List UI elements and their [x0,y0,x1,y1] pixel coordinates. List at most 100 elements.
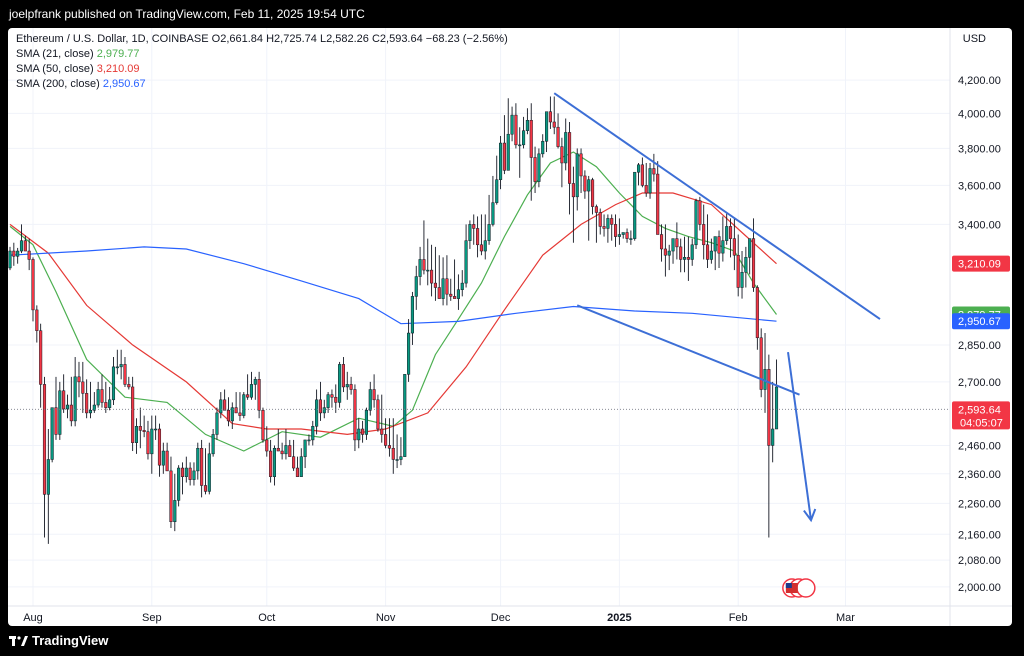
candle-body[interactable] [230,407,234,422]
candle-body[interactable] [50,407,54,460]
candle-body[interactable] [659,234,664,250]
candle-body[interactable] [663,248,667,256]
candle-body[interactable] [702,224,706,246]
candle-body[interactable] [88,410,93,414]
candle-body[interactable] [364,410,368,435]
candle-body[interactable] [376,399,380,430]
candle-body[interactable] [682,257,687,260]
candle-body[interactable] [39,330,43,385]
candle-body[interactable] [246,394,250,398]
candle-body[interactable] [694,200,698,246]
candle-body[interactable] [679,246,683,260]
candle-body[interactable] [77,376,81,383]
candle-body[interactable] [31,259,35,311]
candle-body[interactable] [522,130,526,146]
chart-panel[interactable]: 2,000.00 2,080.00 2,160.00 2,260.00 2,360.00… [8,28,1012,626]
candle-body[interactable] [345,384,349,388]
candle-body[interactable] [514,114,518,146]
candle-body[interactable] [671,238,675,252]
candle-body[interactable] [709,250,713,260]
candle-body[interactable] [338,364,342,403]
candle-body[interactable] [318,399,322,414]
candle-body[interactable] [545,111,549,142]
candle-body[interactable] [161,450,165,466]
candle-body[interactable] [479,244,483,252]
candle-body[interactable] [771,428,775,446]
candle-body[interactable] [495,179,499,203]
candle-body[interactable] [667,250,671,256]
candle-body[interactable] [571,183,575,198]
candle-body[interactable] [568,132,572,184]
candle-body[interactable] [127,384,131,388]
candle-body[interactable] [123,364,127,385]
candle-body[interactable] [265,439,269,452]
candle-body[interactable] [491,202,495,225]
candle-body[interactable] [705,244,710,260]
candle-body[interactable] [73,376,77,422]
currency-label[interactable]: USD [962,33,986,45]
candle-body[interactable] [81,381,85,394]
candle-body[interactable] [16,250,20,257]
candle-body[interactable] [453,296,457,299]
candle-body[interactable] [414,276,418,297]
candle-body[interactable] [180,467,185,477]
candle-body[interactable] [460,282,464,290]
candle-body[interactable] [644,185,648,194]
candle-body[interactable] [142,430,146,432]
candle-body[interactable] [617,234,621,237]
candle-body[interactable] [476,228,480,246]
candle-body[interactable] [315,399,319,427]
candle-body[interactable] [146,431,150,455]
candle-body[interactable] [100,389,104,403]
candle-body[interactable] [150,428,154,455]
candle-body[interactable] [652,168,656,175]
candle-body[interactable] [361,428,365,435]
candle-body[interactable] [115,366,119,369]
candle-body[interactable] [203,485,208,492]
candle-body[interactable] [433,282,437,288]
candle-body[interactable] [499,142,503,180]
candle-body[interactable] [587,179,591,192]
candle-body[interactable] [751,238,756,288]
candle-body[interactable] [92,404,96,411]
candle-body[interactable] [269,450,273,477]
candle-body[interactable] [748,238,752,258]
candle-body[interactable] [717,236,721,254]
candle-body[interactable] [372,389,376,401]
candle-body[interactable] [249,384,254,398]
candle-body[interactable] [755,287,759,339]
candle-body[interactable] [533,157,537,182]
candle-body[interactable] [625,232,629,239]
candle-body[interactable] [353,389,357,441]
candle-body[interactable] [54,407,58,435]
candle-body[interactable] [295,467,299,477]
candle-body[interactable] [334,396,338,403]
candle-body[interactable] [27,250,31,260]
candle-body[interactable] [65,404,70,410]
candle-body[interactable] [177,467,181,501]
candle-body[interactable] [744,257,748,273]
candle-body[interactable] [472,224,476,229]
candle-body[interactable] [200,447,204,486]
candle-body[interactable] [192,470,196,480]
candle-body[interactable] [633,171,637,239]
candle-body[interactable] [598,212,602,227]
candle-body[interactable] [330,394,334,398]
candle-body[interactable] [556,126,560,147]
candle-body[interactable] [303,439,307,457]
candle-body[interactable] [418,259,422,277]
candle-body[interactable] [96,389,100,406]
candle-body[interactable] [288,445,292,457]
candle-body[interactable] [410,296,414,334]
candle-body[interactable] [640,164,644,186]
candle-body[interactable] [583,175,587,192]
candle-body[interactable] [188,467,192,480]
candle-body[interactable] [606,218,610,229]
candle-body[interactable] [564,132,568,164]
candle-body[interactable] [713,236,717,252]
candle-body[interactable] [215,412,219,435]
candle-body[interactable] [387,445,391,449]
sma50-legend[interactable]: SMA (50, close) 3,210.09 [16,62,508,77]
candle-body[interactable] [690,244,694,260]
candle-body[interactable] [675,238,679,248]
